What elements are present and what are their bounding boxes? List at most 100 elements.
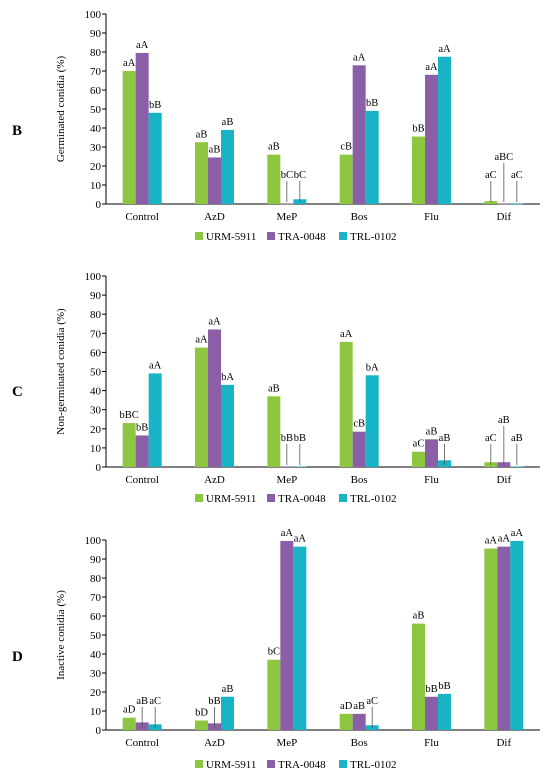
data-label: aB — [498, 415, 510, 426]
x-tick-label: Bos — [351, 737, 368, 749]
bar-TRA-0048-Bos — [352, 713, 366, 730]
y-tick-label: 50 — [90, 367, 102, 379]
bar-TRA-0048-Control — [135, 52, 149, 205]
legend-label: TRL-0102 — [350, 759, 396, 771]
data-label: aA — [149, 360, 162, 371]
bar-URM-5911-AzD — [195, 720, 208, 730]
data-label: cB — [353, 419, 365, 430]
bar-TRL-0102-Control — [148, 373, 162, 467]
data-label: aA — [340, 329, 353, 340]
data-label: aD — [340, 701, 353, 712]
y-tick-label: 40 — [90, 386, 102, 398]
data-label: aA — [208, 316, 221, 327]
y-tick-label: 90 — [90, 554, 102, 566]
x-tick-label: Dif — [496, 474, 511, 486]
chart-panel-B: B Germinated conidia (%) 0 10 20 30 40 50 60 70 80… — [12, 9, 540, 243]
y-tick-label: 40 — [90, 123, 102, 135]
data-label: bB — [136, 422, 148, 433]
y-tick-label: 60 — [90, 85, 102, 97]
data-label: aA — [353, 52, 366, 63]
chart-panel-D: D Inactive conidia (%) 0 10 20 30 40 50 60 70 80 90… — [12, 528, 540, 771]
data-label: aB — [222, 117, 234, 128]
data-label: aC — [485, 170, 497, 181]
y-tick-label: 80 — [90, 309, 102, 321]
data-label: aC — [149, 696, 161, 707]
x-tick-label: AzD — [204, 211, 225, 223]
y-tick-label: 100 — [85, 9, 102, 21]
x-tick-label: Flu — [424, 737, 439, 749]
data-label: bB — [149, 100, 161, 111]
x-tick-label: AzD — [204, 474, 225, 486]
bar-URM-5911-Control — [122, 71, 136, 204]
y-tick-label: 100 — [85, 535, 102, 547]
x-tick-label: Flu — [424, 474, 439, 486]
data-label: aB — [209, 144, 221, 155]
data-label: aC — [413, 439, 425, 450]
x-tick-label: Control — [125, 474, 159, 486]
y-axis-label: Non-germinated conidia (%) — [55, 308, 67, 435]
bar-TRA-0048-Flu — [425, 439, 438, 467]
data-label: aB — [511, 433, 523, 444]
y-tick-label: 30 — [90, 142, 102, 154]
bar-URM-5911-Control — [122, 423, 136, 467]
data-label: aA — [294, 534, 307, 545]
bar-URM-5911-Bos — [339, 713, 353, 730]
legend-swatch — [339, 494, 347, 502]
panel-label: C — [12, 384, 23, 400]
data-label: bB — [425, 684, 437, 695]
data-label: bA — [221, 372, 234, 383]
data-label: aBC — [494, 152, 513, 163]
data-label: bC — [281, 170, 293, 181]
bar-URM-5911-Dif — [484, 548, 498, 730]
bar-TRA-0048-Flu — [425, 74, 438, 204]
bar-URM-5911-Flu — [412, 451, 425, 467]
x-tick-label: Dif — [496, 737, 511, 749]
y-tick-label: 50 — [90, 630, 102, 642]
y-tick-label: 10 — [90, 180, 102, 192]
bar-URM-5911-Bos — [339, 154, 353, 204]
bar-URM-5911-MeP — [267, 659, 281, 730]
bar-URM-5911-MeP — [267, 396, 281, 467]
y-tick-label: 70 — [90, 592, 102, 604]
panel-label: D — [12, 649, 23, 665]
x-tick-label: MeP — [276, 737, 297, 749]
bar-TRL-0102-MeP — [293, 546, 307, 730]
data-label: bD — [195, 708, 208, 719]
bar-TRL-0102-MeP — [293, 466, 307, 468]
data-label: aB — [268, 142, 280, 153]
data-label: bA — [366, 362, 379, 373]
bar-TRL-0102-AzD — [221, 384, 234, 467]
x-tick-label: Control — [125, 211, 159, 223]
y-tick-label: 90 — [90, 28, 102, 40]
bar-TRL-0102-Bos — [365, 110, 379, 204]
y-tick-label: 70 — [90, 66, 102, 78]
x-tick-label: Flu — [424, 211, 439, 223]
bar-TRL-0102-Bos — [365, 375, 379, 467]
y-axis-label: Germinated conidia (%) — [55, 56, 67, 163]
bar-URM-5911-MeP — [267, 154, 281, 204]
y-tick-label: 20 — [90, 161, 102, 173]
bar-URM-5911-Control — [122, 717, 136, 730]
x-tick-label: MeP — [276, 474, 297, 486]
legend-swatch — [267, 760, 275, 768]
data-label: aA — [438, 44, 451, 55]
bar-URM-5911-AzD — [195, 347, 208, 467]
bar-TRA-0048-Bos — [352, 65, 366, 204]
x-tick-label: AzD — [204, 737, 225, 749]
data-label: bC — [268, 647, 280, 658]
y-tick-label: 80 — [90, 47, 102, 59]
y-tick-label: 30 — [90, 668, 102, 680]
x-tick-label: Dif — [496, 211, 511, 223]
x-tick-label: Bos — [351, 474, 368, 486]
data-label: aB — [222, 684, 234, 695]
y-tick-label: 10 — [90, 443, 102, 455]
legend-swatch — [339, 760, 347, 768]
bar-TRL-0102-AzD — [221, 129, 234, 204]
legend-swatch — [267, 494, 275, 502]
data-label: aA — [498, 534, 511, 545]
data-label: aB — [426, 426, 438, 437]
data-label: aA — [136, 40, 149, 51]
data-label: bB — [281, 433, 293, 444]
data-label: bB — [294, 433, 306, 444]
